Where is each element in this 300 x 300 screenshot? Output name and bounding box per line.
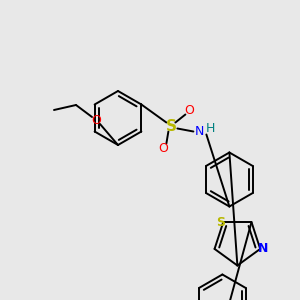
Text: S: S [166,119,177,134]
Text: S: S [216,216,225,229]
Text: H: H [206,122,215,135]
Text: N: N [195,125,204,138]
Text: O: O [91,113,101,127]
Text: O: O [158,142,168,155]
Text: N: N [258,242,268,255]
Text: O: O [184,104,194,117]
